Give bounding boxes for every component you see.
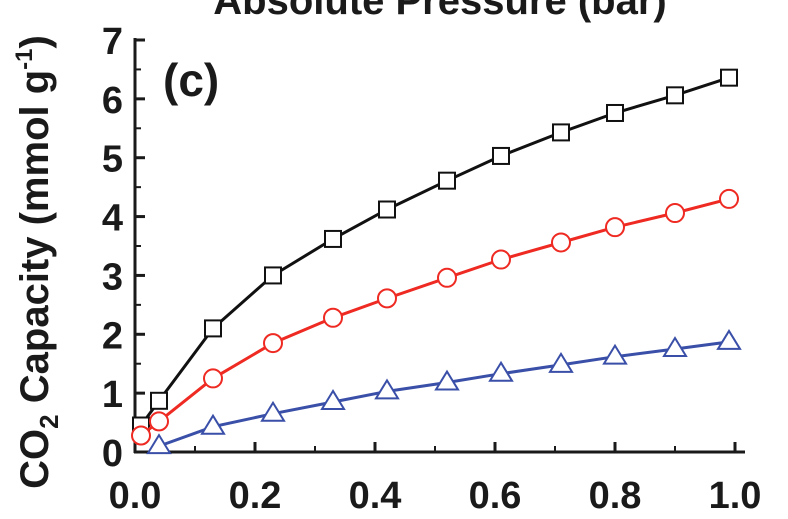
x-tick-label: 1.0 <box>709 475 762 517</box>
data-point-square <box>324 229 342 248</box>
data-point-triangle <box>662 336 688 357</box>
y-tick-label: 4 <box>102 198 123 240</box>
y-label-sup: -1 <box>11 48 38 69</box>
y-label-sub: 2 <box>34 414 64 428</box>
data-point-square <box>606 103 624 122</box>
x-tick-label: 0.8 <box>589 475 642 517</box>
data-point-square <box>720 68 738 87</box>
data-point-circle <box>437 267 457 288</box>
data-point-square <box>204 319 222 338</box>
x-tick-label: 0.4 <box>349 475 402 517</box>
data-point-circle <box>605 217 625 238</box>
data-point-triangle <box>146 433 172 455</box>
panel-label: (c) <box>163 54 219 106</box>
plot-area: 0 1 2 3 4 5 6 7 0.0 0.2 0.4 0.6 0.8 1.0 <box>102 21 762 517</box>
data-point-square <box>492 146 510 165</box>
data-point-triangle <box>200 413 226 435</box>
data-point-triangle <box>320 389 346 410</box>
series-triangle-line <box>158 340 730 448</box>
y-label-main <box>13 403 57 414</box>
x-tick-label: 0.0 <box>109 475 162 517</box>
data-point-circle <box>719 188 739 209</box>
y-axis-label: CO2 Capacity (mmol g-1) <box>11 35 64 489</box>
data-point-square <box>552 123 570 142</box>
series-square-line <box>139 76 730 427</box>
chart-title: Absolute Pressure (bar) <box>213 0 666 23</box>
y-label-close: ) <box>13 35 57 48</box>
data-point-circle <box>491 249 511 270</box>
data-point-circle <box>263 333 283 354</box>
data-point-square <box>264 266 282 285</box>
y-label-prefix: CO <box>13 429 57 489</box>
data-point-square <box>150 391 168 410</box>
data-point-circle <box>665 203 685 224</box>
y-tick-label: 3 <box>102 256 123 298</box>
x-tick-label: 0.6 <box>469 475 522 517</box>
data-point-circle <box>323 307 343 328</box>
data-point-triangle <box>716 329 742 350</box>
data-point-triangle <box>374 378 400 400</box>
data-point-triangle <box>602 343 628 365</box>
data-point-circle <box>377 288 397 309</box>
y-tick-label: 5 <box>102 139 123 181</box>
y-axis-label-text: CO2 Capacity (mmol g-1) <box>11 35 64 489</box>
data-point-triangle <box>548 351 574 373</box>
data-point-circle <box>149 411 169 432</box>
y-tick-label: 6 <box>102 80 123 122</box>
data-point-circle <box>131 425 151 446</box>
data-point-square <box>378 200 396 219</box>
data-point-triangle <box>260 400 286 422</box>
series-circle-line <box>140 197 730 437</box>
y-tick-label: 7 <box>102 21 123 63</box>
y-tick-label: 2 <box>102 315 123 357</box>
x-tick-label: 0.2 <box>229 475 282 517</box>
data-point-square <box>438 171 456 190</box>
data-point-triangle <box>434 369 460 391</box>
data-point-circle <box>551 232 571 253</box>
data-point-triangle <box>488 360 514 382</box>
y-tick-label: 0 <box>102 433 123 475</box>
data-point-square <box>666 86 684 105</box>
y-label-capacity: Capacity (mmol g <box>13 70 57 403</box>
data-point-circle <box>203 368 223 389</box>
y-tick-label: 1 <box>102 374 123 416</box>
